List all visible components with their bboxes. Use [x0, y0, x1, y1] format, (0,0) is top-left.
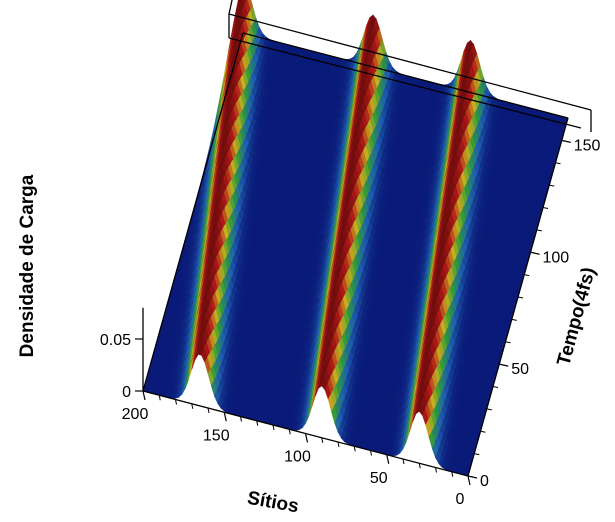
x-tick-label: 200 [122, 406, 149, 423]
y-axis-title: Tempo(4fs) [553, 265, 599, 368]
y-tick-label: 50 [511, 361, 529, 378]
y-minor-tick [555, 162, 561, 165]
x-tick-label: 0 [456, 491, 465, 508]
y-tick-mark [561, 139, 571, 143]
y-minor-tick [549, 184, 555, 187]
x-tick-label: 50 [370, 470, 388, 487]
x-minor-tick [288, 429, 291, 435]
z-tick-label: 0.05 [100, 332, 131, 349]
box-edge [228, 37, 582, 129]
x-minor-tick [337, 441, 340, 448]
x-minor-tick [272, 424, 275, 431]
x-minor-tick [370, 450, 372, 456]
x-minor-tick [256, 420, 259, 426]
box-edge [228, 13, 592, 111]
y-tick-label: 150 [574, 137, 601, 154]
x-minor-tick [240, 416, 242, 422]
box-edge [142, 32, 244, 392]
box-edge [242, 32, 569, 119]
z-tick-label: 0 [122, 384, 131, 401]
x-minor-tick [402, 458, 405, 465]
x-axis-title: Sítios [246, 488, 301, 518]
y-minor-tick [511, 318, 517, 321]
x-tick-label: 150 [203, 427, 230, 444]
x-minor-tick [321, 437, 324, 443]
y-minor-tick [536, 229, 542, 232]
x-minor-tick [353, 446, 356, 452]
x-minor-tick [158, 395, 161, 401]
y-minor-tick [517, 296, 524, 299]
x-tick-mark [142, 390, 146, 401]
y-tick-label: 100 [543, 249, 570, 266]
y-tick-mark [467, 475, 478, 479]
y-tick-label: 0 [480, 473, 489, 490]
y-minor-tick [505, 341, 511, 344]
x-minor-tick [451, 471, 454, 477]
z-axis-title: Densidade de Carga [17, 174, 38, 357]
surface-layer [142, 0, 569, 477]
x-minor-tick [435, 467, 437, 473]
x-tick-mark [467, 475, 471, 486]
y-minor-tick [524, 274, 530, 277]
x-tick-label: 100 [284, 449, 311, 466]
x-minor-tick [175, 399, 177, 405]
y-minor-tick [480, 430, 486, 433]
x-minor-tick [418, 463, 421, 469]
x-minor-tick [207, 407, 210, 414]
y-tick-mark [530, 251, 540, 255]
x-tick-mark [223, 412, 227, 422]
y-tick-mark [499, 363, 509, 367]
x-minor-tick [191, 403, 194, 409]
y-minor-tick [474, 453, 480, 456]
x-tick-mark [386, 454, 390, 464]
y-minor-tick [486, 408, 492, 411]
x-tick-mark [304, 433, 309, 443]
y-minor-tick [492, 386, 499, 388]
y-minor-tick [542, 207, 549, 209]
box-edge [228, 0, 233, 15]
